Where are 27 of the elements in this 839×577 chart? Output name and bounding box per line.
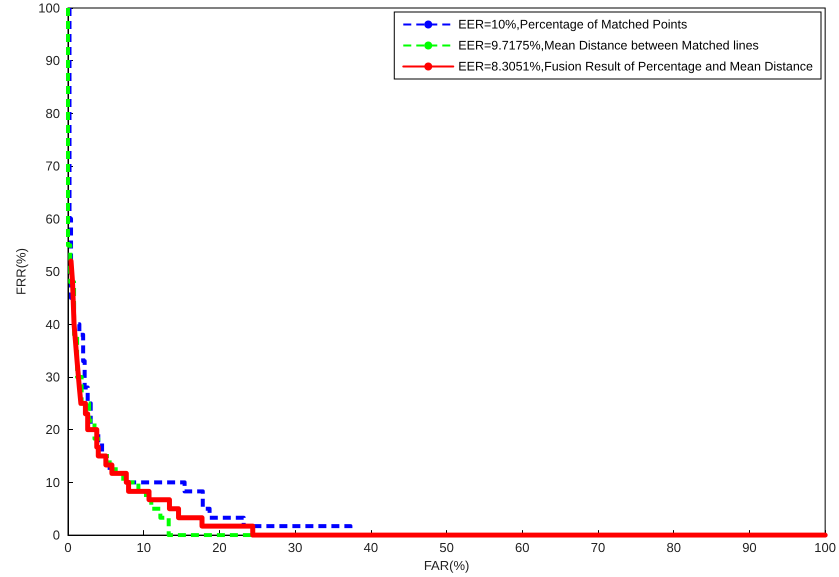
y-tick-label: 20 (46, 422, 60, 438)
y-tick-label: 90 (46, 53, 60, 68)
y-tick-label: 70 (46, 158, 60, 174)
y-tick-label: 10 (46, 474, 60, 490)
x-tick-label: 90 (742, 540, 757, 556)
x-tick-label: 20 (212, 540, 227, 556)
x-tick-label: 100 (814, 540, 836, 556)
y-tick-label: 30 (46, 369, 60, 384)
legend-label: EER=9.7175%,Mean Distance between Matched lines (458, 38, 759, 52)
x-tick-label: 70 (590, 540, 606, 556)
x-tick-label: 80 (666, 540, 681, 556)
x-tick-label: 60 (515, 540, 530, 556)
x-tick-label: 50 (439, 540, 454, 556)
y-tick-label: 100 (38, 0, 60, 16)
x-tick-label: 10 (136, 540, 151, 556)
y-tick-label: 60 (46, 211, 60, 226)
y-axis-title: FRR(%) (13, 248, 28, 296)
y-tick-label: 50 (46, 264, 60, 280)
legend-label: EER=10%,Percentage of Matched Points (458, 18, 688, 32)
y-tick-label: 80 (46, 106, 60, 121)
x-tick-label: 30 (288, 540, 302, 556)
y-tick-label: 0 (52, 528, 60, 543)
legend-label: EER=8.3051%,Fusion Result of Percentage and Mean Distance (458, 60, 814, 74)
x-axis-title: FAR(%) (424, 558, 470, 573)
y-tick-label: 40 (46, 316, 60, 332)
x-tick-label: 40 (364, 540, 378, 556)
x-tick-label: 0 (64, 540, 72, 556)
